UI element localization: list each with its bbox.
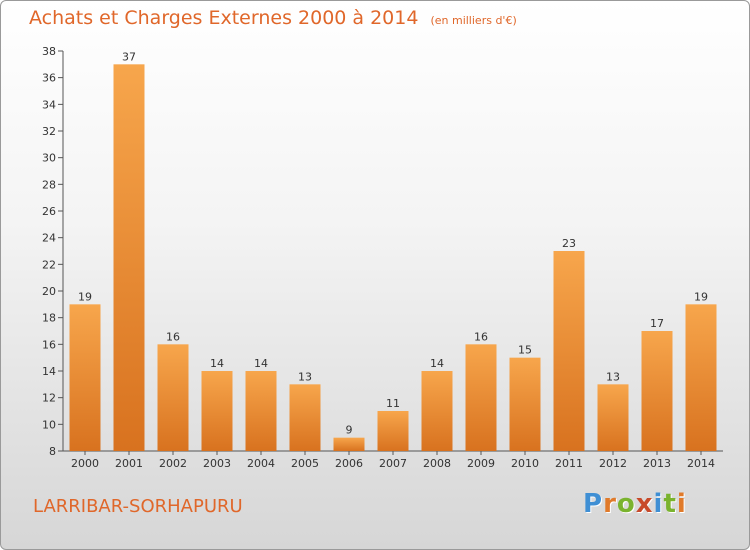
y-tick-label: 8 [49, 445, 56, 458]
bar-2013 [641, 331, 673, 451]
bar-2003 [201, 371, 233, 451]
x-tick-label: 2003 [203, 457, 231, 470]
x-tick-label: 2008 [423, 457, 451, 470]
bar-2005 [289, 384, 321, 451]
y-tick-label: 10 [42, 418, 56, 431]
bar-2002 [157, 344, 189, 451]
y-tick-label: 34 [42, 98, 56, 111]
logo-letter: x [635, 489, 654, 519]
bar-value-label: 16 [474, 330, 488, 343]
chart-unit: (en milliers d'€) [430, 14, 517, 27]
x-tick-label: 2000 [71, 457, 99, 470]
bar-value-label: 14 [430, 357, 444, 370]
bar-2012 [597, 384, 629, 451]
bar-2009 [465, 344, 497, 451]
x-tick-label: 2014 [687, 457, 715, 470]
bar-value-label: 11 [386, 397, 400, 410]
bar-value-label: 14 [210, 357, 224, 370]
bar-value-label: 15 [518, 344, 532, 357]
y-tick-label: 22 [42, 258, 56, 271]
x-tick-label: 2011 [555, 457, 583, 470]
y-tick-label: 26 [42, 205, 56, 218]
bar-2006 [333, 437, 365, 451]
bar-value-label: 19 [694, 290, 708, 303]
y-tick-label: 24 [42, 232, 56, 245]
y-tick-label: 36 [42, 72, 56, 85]
bar-value-label: 16 [166, 330, 180, 343]
bar-value-label: 14 [254, 357, 268, 370]
proxiti-logo[interactable]: Proxiti [583, 489, 687, 519]
bar-2000 [69, 304, 101, 451]
title-row: Achats et Charges Externes 2000 à 2014 (… [29, 7, 517, 29]
logo-letter: r [603, 489, 617, 519]
bar-value-label: 23 [562, 237, 576, 250]
bar-value-label: 37 [122, 50, 136, 63]
x-tick-label: 2009 [467, 457, 495, 470]
bar-2014 [685, 304, 717, 451]
x-tick-label: 2002 [159, 457, 187, 470]
bar-2007 [377, 411, 409, 451]
x-tick-label: 2001 [115, 457, 143, 470]
x-tick-label: 2006 [335, 457, 363, 470]
logo-letter: o [616, 489, 636, 519]
bar-value-label: 9 [346, 424, 353, 437]
y-tick-label: 14 [42, 365, 56, 378]
logo-letter: i [653, 489, 664, 519]
x-tick-label: 2007 [379, 457, 407, 470]
logo-letter: i [676, 489, 687, 519]
x-tick-label: 2005 [291, 457, 319, 470]
y-tick-label: 28 [42, 178, 56, 191]
logo-letter: t [663, 489, 677, 519]
y-tick-label: 18 [42, 312, 56, 325]
y-tick-label: 32 [42, 125, 56, 138]
x-tick-label: 2010 [511, 457, 539, 470]
logo-letter: P [583, 489, 604, 519]
bar-value-label: 19 [78, 290, 92, 303]
x-tick-label: 2004 [247, 457, 275, 470]
y-tick-label: 12 [42, 392, 56, 405]
y-tick-label: 38 [42, 45, 56, 58]
chart-title: Achats et Charges Externes 2000 à 2014 [29, 7, 419, 29]
y-tick-label: 20 [42, 285, 56, 298]
y-tick-label: 16 [42, 338, 56, 351]
bar-value-label: 13 [298, 370, 312, 383]
commune-name: LARRIBAR-SORHAPURU [33, 496, 243, 517]
bar-2004 [245, 371, 277, 451]
bar-value-label: 13 [606, 370, 620, 383]
x-tick-label: 2013 [643, 457, 671, 470]
bar-2010 [509, 357, 541, 451]
x-tick-label: 2012 [599, 457, 627, 470]
bar-2011 [553, 251, 585, 451]
y-tick-label: 30 [42, 152, 56, 165]
bar-value-label: 17 [650, 317, 664, 330]
bar-2008 [421, 371, 453, 451]
bar-2001 [113, 64, 145, 452]
